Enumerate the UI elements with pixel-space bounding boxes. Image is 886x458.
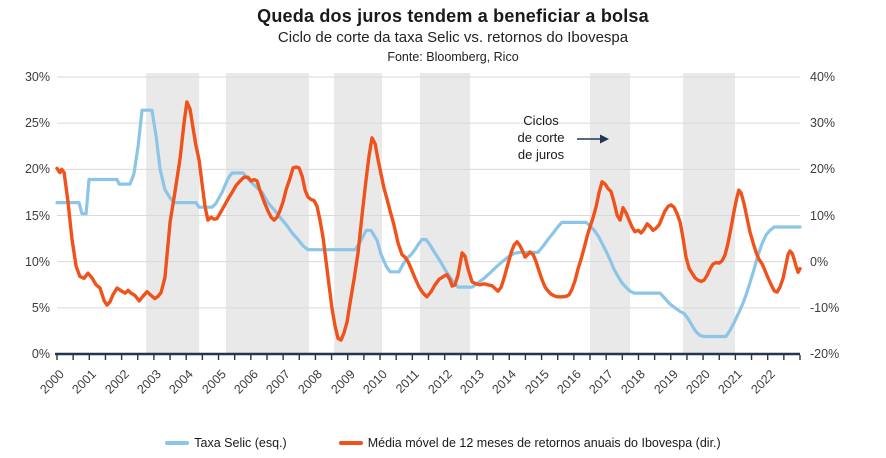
selic-line-swatch xyxy=(165,441,190,445)
y-axis-label-right: 0% xyxy=(810,254,829,269)
y-axis-label-left: 0% xyxy=(31,347,50,361)
legend: Taxa Selic (esq.) Média móvel de 12 mese… xyxy=(0,436,886,450)
rate-cut-band xyxy=(334,73,382,354)
y-axis-label-right: 10% xyxy=(810,208,836,223)
y-axis-label-left: 10% xyxy=(24,254,50,269)
ibovespa-line-swatch xyxy=(338,441,363,445)
y-axis-label-left: 15% xyxy=(24,208,50,223)
rate-cut-band xyxy=(683,73,736,354)
y-axis-label-left: 5% xyxy=(31,300,50,315)
y-axis-label-left: 20% xyxy=(24,162,50,177)
chart-source: Fonte: Bloomberg, Rico xyxy=(387,50,519,64)
y-axis-label-left: 25% xyxy=(24,116,50,131)
selic-line xyxy=(55,108,802,339)
cut-cycles-annotation: Ciclos de corte de juros xyxy=(503,112,579,163)
annotation-arrowhead-icon xyxy=(600,134,609,144)
rate-cut-band xyxy=(420,73,471,354)
y-axis-label-left: 30% xyxy=(24,70,50,84)
annotation-line: Ciclos xyxy=(523,113,559,128)
annotation-line: de juros xyxy=(517,147,565,162)
legend-item-selic: Taxa Selic (esq.) xyxy=(165,436,287,450)
page-title: Queda dos juros tendem a beneficiar a bo… xyxy=(257,6,649,26)
ibovespa-line xyxy=(55,100,802,342)
y-axis-label-right: -10% xyxy=(810,300,840,315)
legend-item-ibovespa: Média móvel de 12 meses de retornos anua… xyxy=(338,436,721,450)
rate-cut-band xyxy=(590,73,631,354)
chart-subtitle: Ciclo de corte da taxa Selic vs. retorno… xyxy=(277,29,629,46)
y-axis-label-right: -20% xyxy=(810,347,840,361)
y-axis-label-right: 20% xyxy=(810,162,836,177)
y-axis-label-right: 30% xyxy=(810,116,836,131)
annotation-line: de corte xyxy=(517,130,565,145)
legend-label: Média móvel de 12 meses de retornos anua… xyxy=(367,436,721,450)
y-axis-label-right: 40% xyxy=(810,70,836,84)
legend-label: Taxa Selic (esq.) xyxy=(194,436,287,450)
